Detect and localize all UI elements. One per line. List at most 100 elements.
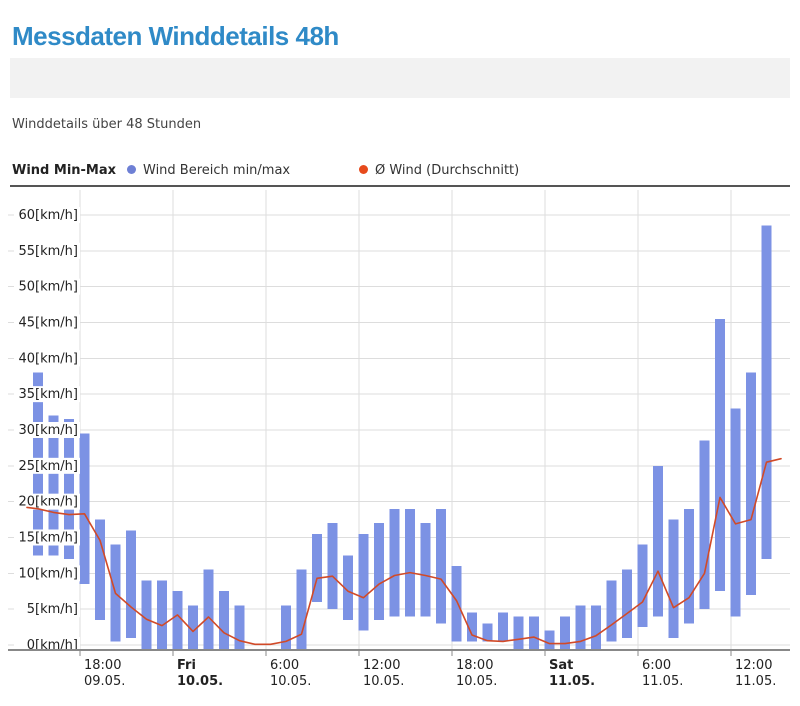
- range-bar[interactable]: [482, 623, 493, 642]
- range-bar[interactable]: [188, 605, 198, 650]
- range-bar[interactable]: [219, 591, 229, 650]
- y-tick-label: 35[km/h]: [19, 387, 79, 402]
- range-bar[interactable]: [606, 580, 617, 642]
- range-bar[interactable]: [746, 372, 756, 595]
- y-tick-backing: [14, 242, 80, 259]
- range-series-dot-icon: [127, 165, 136, 174]
- range-bar[interactable]: [668, 519, 679, 638]
- y-tick-backing: [14, 457, 80, 474]
- y-tick-label: 50[km/h]: [19, 280, 79, 295]
- range-bar[interactable]: [79, 433, 90, 585]
- x-tick-date: 10.05.: [270, 674, 311, 689]
- range-bar[interactable]: [157, 580, 167, 650]
- wind-chart-svg[interactable]: 0[km/h]5[km/h]10[km/h]15[km/h]20[km/h]25…: [0, 190, 800, 706]
- range-bar[interactable]: [281, 605, 291, 650]
- range-bar[interactable]: [203, 569, 214, 650]
- range-bar[interactable]: [498, 612, 508, 642]
- range-bar[interactable]: [64, 419, 74, 559]
- range-bar[interactable]: [405, 508, 415, 617]
- legend-label-range: Wind Bereich min/max: [143, 163, 291, 178]
- x-tick-time: Fri: [177, 658, 196, 673]
- range-bar[interactable]: [575, 605, 586, 650]
- range-bar[interactable]: [560, 616, 570, 650]
- y-tick-backing: [14, 314, 80, 331]
- chart-legend: Wind Min-Max Wind Bereich min/max Ø Wind…: [0, 162, 800, 180]
- range-bar[interactable]: [699, 440, 710, 610]
- x-tick-date: 11.05.: [735, 674, 776, 689]
- avg-line[interactable]: [26, 457, 782, 646]
- y-tick-backing: [14, 206, 80, 223]
- x-tick-date: 10.05.: [456, 674, 497, 689]
- range-bar[interactable]: [637, 544, 648, 628]
- range-bar[interactable]: [358, 533, 369, 631]
- x-tick-time: 18:00: [84, 658, 121, 673]
- range-bar[interactable]: [48, 415, 59, 556]
- y-tick-backing: [14, 350, 80, 367]
- wind-chart[interactable]: 0[km/h] 5[km/h] 10[km/h] 15[km/h] 20[km/h] 25…: [0, 190, 800, 706]
- range-bar[interactable]: [684, 508, 694, 624]
- range-bar[interactable]: [312, 533, 322, 602]
- x-tick-date: 10.05.: [177, 674, 223, 689]
- range-bar[interactable]: [513, 616, 524, 650]
- y-tick-label: 55[km/h]: [19, 244, 79, 259]
- y-tick-label: 5[km/h]: [27, 602, 78, 617]
- range-bar[interactable]: [343, 555, 353, 620]
- x-tick-time: 18:00: [456, 658, 493, 673]
- range-bar[interactable]: [172, 591, 183, 650]
- y-tick-label: 25[km/h]: [19, 459, 79, 474]
- y-tick-label: 20[km/h]: [19, 495, 79, 510]
- range-bar[interactable]: [141, 580, 152, 650]
- range-bar[interactable]: [451, 566, 462, 642]
- y-tick-label: 15[km/h]: [19, 530, 79, 545]
- x-tick-date: 09.05.: [84, 674, 125, 689]
- y-tick-backing: [14, 529, 80, 546]
- range-bar[interactable]: [374, 523, 384, 620]
- y-tick-backing: [14, 278, 80, 295]
- y-tick-backing: [14, 386, 80, 403]
- legend-heading: Wind Min-Max: [12, 163, 117, 178]
- x-tick-time: 6:00: [270, 658, 299, 673]
- y-tick-backing: [14, 601, 80, 618]
- range-bar[interactable]: [653, 465, 663, 617]
- legend-item-range[interactable]: Wind Bereich min/max: [127, 163, 290, 178]
- chart-subtitle: Winddetails über 48 Stunden: [12, 117, 202, 132]
- x-tick-time: Sat: [549, 658, 573, 673]
- range-bar[interactable]: [529, 616, 539, 650]
- avg-series-dot-icon: [359, 165, 368, 174]
- range-bar[interactable]: [544, 630, 555, 650]
- y-tick-label: 40[km/h]: [19, 351, 79, 366]
- y-tick-label: 60[km/h]: [19, 208, 79, 223]
- y-tick-label: 30[km/h]: [19, 423, 79, 438]
- x-tick-time: 12:00: [363, 658, 400, 673]
- range-bar[interactable]: [591, 605, 601, 650]
- y-tick-backing: [14, 493, 80, 510]
- range-bar[interactable]: [420, 523, 431, 617]
- y-tick-backing: [14, 421, 80, 438]
- range-bar[interactable]: [296, 569, 307, 650]
- range-bar[interactable]: [761, 225, 772, 559]
- range-bar[interactable]: [389, 508, 400, 617]
- toolbar-panel: [10, 58, 790, 98]
- range-bar[interactable]: [327, 523, 338, 610]
- y-tick-label: 45[km/h]: [19, 315, 79, 330]
- range-bar[interactable]: [467, 612, 477, 642]
- range-bar[interactable]: [95, 519, 105, 620]
- legend-separator: [10, 185, 790, 187]
- x-tick-time: 6:00: [642, 658, 671, 673]
- x-tick-date: 11.05.: [642, 674, 683, 689]
- y-tick-backing: [14, 565, 80, 582]
- legend-label-average: Ø Wind (Durchschnitt): [375, 163, 520, 178]
- x-tick-time: 12:00: [735, 658, 772, 673]
- range-bar[interactable]: [234, 605, 245, 650]
- y-tick-label: 10[km/h]: [19, 566, 79, 581]
- range-bar[interactable]: [436, 508, 446, 624]
- page-title: Messdaten Winddetails 48h: [12, 21, 339, 52]
- range-bar[interactable]: [730, 408, 741, 617]
- x-tick-date: 10.05.: [363, 674, 404, 689]
- range-bar[interactable]: [622, 569, 632, 638]
- range-bar[interactable]: [715, 318, 725, 592]
- range-bar[interactable]: [126, 530, 136, 638]
- legend-item-average[interactable]: Ø Wind (Durchschnitt): [359, 163, 519, 178]
- x-tick-date: 11.05.: [549, 674, 595, 689]
